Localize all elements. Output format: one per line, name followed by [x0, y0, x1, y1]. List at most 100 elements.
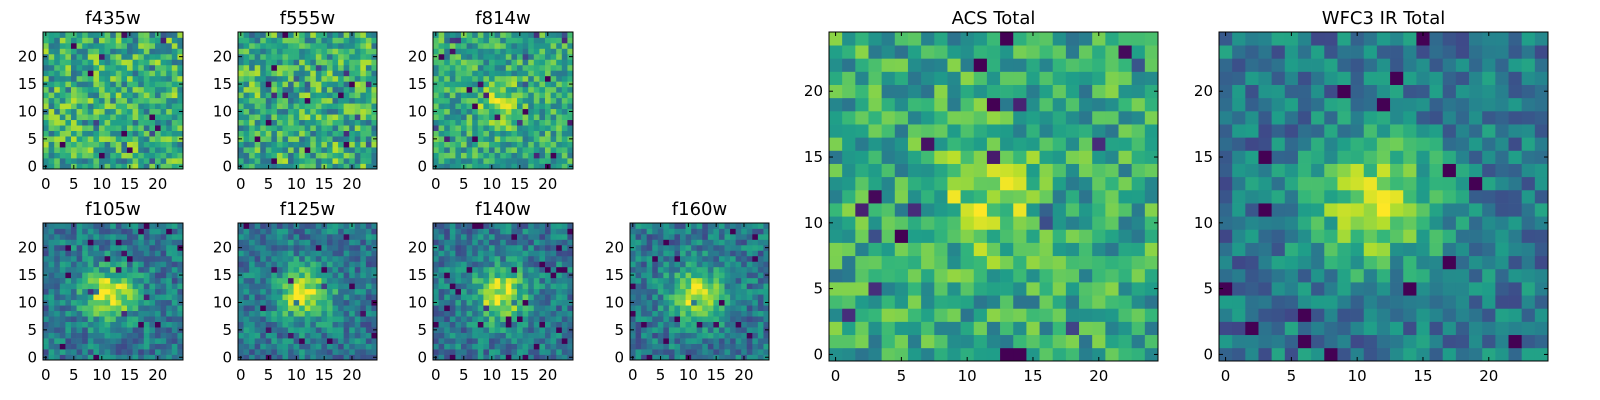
heatmap-cell	[338, 125, 344, 131]
heatmap-cell	[338, 338, 344, 344]
x-tick-label: 15	[707, 366, 726, 384]
heatmap-cell	[702, 277, 709, 284]
heatmap-cell	[489, 59, 495, 66]
heatmap-cell	[489, 75, 495, 82]
heatmap-cell	[494, 97, 501, 104]
heatmap-cell	[160, 141, 167, 148]
heatmap-cell	[477, 255, 484, 262]
heatmap-cell	[483, 136, 490, 142]
heatmap-cell	[724, 223, 731, 229]
heatmap-cell	[500, 288, 507, 295]
heatmap-cell	[243, 250, 250, 257]
heatmap-cell	[310, 53, 317, 60]
heatmap-cell	[54, 316, 61, 322]
heatmap-cell	[260, 223, 267, 229]
heatmap-cell	[511, 305, 518, 312]
heatmap-cell	[160, 349, 167, 355]
heatmap-cell	[533, 64, 540, 71]
heatmap-cell	[326, 141, 333, 148]
heatmap-cell	[1079, 295, 1093, 309]
heatmap-cell	[371, 239, 378, 246]
heatmap-cell	[93, 255, 100, 262]
heatmap-cell	[741, 338, 748, 344]
heatmap-cell	[511, 272, 518, 279]
heatmap-cell	[65, 147, 72, 153]
heatmap-cell	[1144, 295, 1159, 309]
heatmap-cell	[271, 163, 278, 170]
heatmap-cell	[550, 42, 557, 49]
heatmap-cell	[254, 48, 261, 55]
heatmap-cell	[522, 343, 529, 350]
heatmap-cell	[338, 233, 344, 240]
heatmap-cell	[276, 152, 283, 159]
heatmap-cell	[455, 70, 462, 77]
heatmap-cell	[48, 288, 55, 295]
heatmap-cell	[349, 158, 356, 164]
heatmap-cell	[1013, 282, 1027, 296]
heatmap-cell	[477, 119, 484, 126]
heatmap-cell	[455, 92, 462, 99]
heatmap-cell	[517, 70, 523, 77]
heatmap-cell	[149, 48, 156, 55]
heatmap-cell	[343, 272, 350, 279]
heatmap-cell	[934, 295, 948, 309]
heatmap-cell	[149, 255, 156, 262]
heatmap-cell	[735, 228, 742, 235]
heatmap-cell	[304, 338, 311, 344]
heatmap-cell	[149, 299, 156, 306]
heatmap-cell	[76, 81, 83, 88]
heatmap-cell	[735, 255, 742, 262]
heatmap-cell	[271, 288, 278, 295]
heatmap-cell	[505, 233, 512, 240]
heatmap-cell	[500, 272, 507, 279]
heatmap-cell	[76, 255, 83, 262]
heatmap-cell	[550, 125, 557, 131]
heatmap-cell	[561, 152, 568, 159]
heatmap-cell	[110, 272, 117, 279]
heatmap-cell	[702, 321, 709, 328]
heatmap-cell	[121, 349, 128, 355]
heatmap-cell	[556, 163, 563, 170]
heatmap-cell	[282, 266, 289, 273]
heatmap-cell	[265, 70, 272, 77]
heatmap-cell	[43, 283, 49, 290]
heatmap-cell	[517, 59, 523, 66]
heatmap-cell	[829, 308, 843, 322]
heatmap-cell	[171, 277, 178, 284]
heatmap-cell	[483, 294, 490, 301]
heatmap-cell	[489, 152, 495, 159]
heatmap-cell	[121, 114, 128, 121]
heatmap-cell	[567, 277, 574, 284]
heatmap-cell	[71, 53, 77, 60]
heatmap-cell	[138, 108, 145, 115]
heatmap-cell	[343, 299, 350, 306]
heatmap-cell	[545, 272, 551, 279]
heatmap-cell	[907, 176, 922, 191]
heatmap-cell	[433, 141, 439, 148]
heatmap-cell	[76, 108, 83, 115]
heatmap-cell	[511, 332, 518, 339]
heatmap-cell	[299, 81, 306, 88]
heatmap-cell	[243, 32, 250, 38]
heatmap-cell	[539, 152, 546, 159]
heatmap-cell	[763, 261, 770, 268]
heatmap-cell	[48, 37, 55, 44]
heatmap-cell	[641, 321, 648, 328]
heatmap-cell	[986, 229, 1001, 243]
heatmap-cell	[155, 53, 161, 60]
heatmap-cell	[433, 114, 439, 121]
heatmap-cell	[326, 305, 333, 312]
heatmap-cell	[143, 75, 150, 82]
heatmap-cell	[489, 37, 495, 44]
heatmap-cell	[121, 86, 128, 93]
heatmap-cell	[349, 97, 356, 104]
heatmap-cell	[243, 244, 250, 251]
heatmap-cell	[76, 158, 83, 164]
heatmap-cell	[829, 163, 843, 178]
heatmap-cell	[76, 59, 83, 66]
heatmap-cell	[65, 141, 72, 148]
heatmap-cell	[472, 37, 479, 44]
heatmap-cell	[663, 327, 670, 333]
heatmap-cell	[483, 163, 490, 170]
heatmap-cell	[288, 266, 294, 273]
